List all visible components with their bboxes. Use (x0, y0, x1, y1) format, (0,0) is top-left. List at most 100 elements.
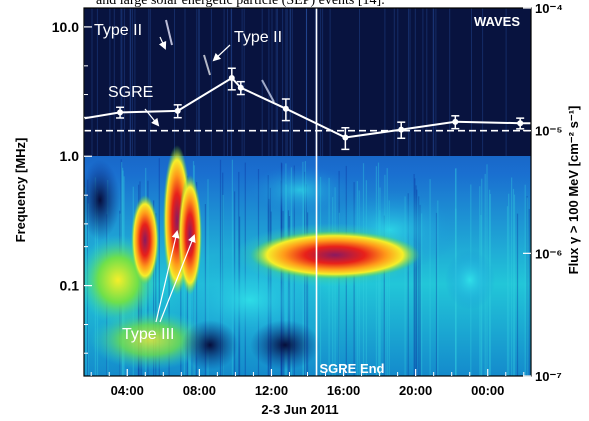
spectrogram-streak (268, 8, 270, 156)
spectrogram-streak (113, 8, 115, 156)
annotation-arrow (144, 108, 160, 127)
spectrogram-streak (121, 8, 123, 156)
spectrogram-streak (449, 8, 451, 156)
axis-ticks: 04:00 08:00 12:00 16:00 20:00 00:00 10.0 1.0 0.1… (52, 1, 563, 398)
spectrogram-streak (415, 185, 417, 376)
type-ii-streak (165, 19, 173, 46)
spectrogram-streak (305, 8, 307, 156)
annotation-arrow (212, 44, 231, 62)
spectrogram-streak (96, 8, 98, 156)
y-axis-label-left: Frequency [MHz] (13, 138, 28, 243)
x-tick-label: 04:00 (111, 383, 144, 398)
spectrogram-streak (432, 8, 434, 156)
spectrogram-streak (506, 206, 509, 376)
spectrogram-streak (429, 179, 431, 376)
spectrogram-streak (526, 196, 528, 376)
spectrogram-streak (413, 174, 415, 376)
spectrogram-streak (306, 8, 308, 156)
x-tick-label: 00:00 (471, 383, 504, 398)
spectrogram-streak (421, 213, 423, 376)
spectrogram-streak (422, 8, 424, 156)
x-axis-label: 2-3 Jun 2011 (261, 402, 338, 417)
flux-point (282, 105, 289, 112)
flux-point (117, 109, 124, 116)
annotation-sgre-end: SGRE End (319, 361, 384, 376)
spectrogram-streak (433, 8, 435, 156)
spectrogram-streak (379, 210, 381, 376)
spectrogram-streak (184, 8, 186, 156)
y-axis-label-right: Flux γ > 100 MeV [cm⁻² s⁻¹] (566, 106, 581, 275)
spectrogram-streak (329, 8, 331, 156)
y-right-tick-label: 10⁻⁶ (535, 246, 562, 261)
y-right-tick-label: 10⁻⁷ (535, 369, 562, 384)
type-ii-streak (203, 54, 211, 76)
spectrogram-streak (314, 8, 316, 156)
spectrogram-streak (198, 8, 200, 156)
spectrogram-streak (129, 8, 131, 156)
spectrogram-streak (383, 215, 385, 376)
flux-point (228, 74, 235, 81)
spectrogram-streak (320, 8, 322, 156)
y-left-tick-label: 10.0 (52, 19, 79, 35)
spectrogram-streak (513, 194, 516, 376)
spectrogram-streak (91, 8, 93, 156)
spectrogram-streak (109, 8, 111, 156)
spectrogram-streak (508, 193, 510, 376)
spectrogram-streak (416, 189, 418, 376)
x-tick-label: 20:00 (399, 383, 432, 398)
spectrogram-streak (511, 177, 513, 376)
spectrogram-streak (271, 8, 273, 156)
y-right-tick-label: 10⁻⁵ (535, 124, 562, 139)
spectrogram-streak (482, 8, 484, 156)
annotation-arrow (159, 234, 196, 323)
spectrogram-streak (524, 184, 526, 376)
spectrogram-streak (148, 8, 150, 156)
spectrogram-streak (426, 8, 428, 156)
x-tick-label: 12:00 (255, 383, 288, 398)
spectrogram-streak (404, 196, 406, 376)
annotation-type-iii: Type III (122, 326, 174, 343)
spectrogram-streak (149, 8, 151, 156)
flux-point (452, 118, 459, 125)
spectrogram-streak (131, 8, 133, 156)
flux-point (237, 84, 244, 91)
spectrogram-streak (291, 8, 293, 156)
x-tick-label: 16:00 (327, 383, 360, 398)
spectrogram-streak (409, 8, 411, 156)
flux-point (398, 126, 405, 133)
spectrogram-streak (388, 200, 390, 376)
annotation-arrow (155, 230, 180, 323)
spectrogram-streak (306, 8, 307, 156)
spectrogram-streak (285, 8, 287, 156)
spectrogram-streak (130, 8, 132, 156)
spectrogram-streak (384, 8, 386, 156)
spectrogram-streak (359, 8, 360, 156)
spectrogram-streak (528, 208, 530, 376)
flux-point (174, 107, 181, 114)
spectrogram-streak (414, 178, 416, 376)
spectrogram-streak (471, 8, 472, 156)
y-left-tick-label: 1.0 (60, 148, 80, 164)
spectrogram-streak (289, 8, 291, 156)
spectrogram-streak (419, 204, 421, 376)
spectrogram-streak (227, 8, 228, 156)
annotation-type-ii-right: Type II (234, 29, 282, 46)
spectrogram-streak (397, 8, 399, 156)
figure-caption-fragment: and large solar energetic particle (SEP)… (96, 0, 385, 8)
spectrogram-streak (289, 8, 291, 156)
spectrogram-streak (210, 8, 212, 156)
spectrogram-streak (512, 188, 515, 376)
flux-point (517, 120, 524, 127)
spectrogram-streak (414, 8, 416, 156)
spectrogram-streak (158, 158, 160, 376)
annotation-type-ii-left: Type II (94, 22, 142, 39)
annotation-sgre: SGRE (108, 84, 153, 101)
spectrogram-streak (276, 8, 278, 156)
spectrogram-streak (408, 8, 409, 156)
spectrogram-streak (393, 8, 395, 156)
instrument-label: WAVES (474, 14, 520, 29)
annotation-arrow (158, 36, 167, 50)
y-left-tick-label: 0.1 (60, 278, 80, 294)
spectrogram-streak (275, 8, 277, 156)
flux-point (342, 134, 349, 141)
